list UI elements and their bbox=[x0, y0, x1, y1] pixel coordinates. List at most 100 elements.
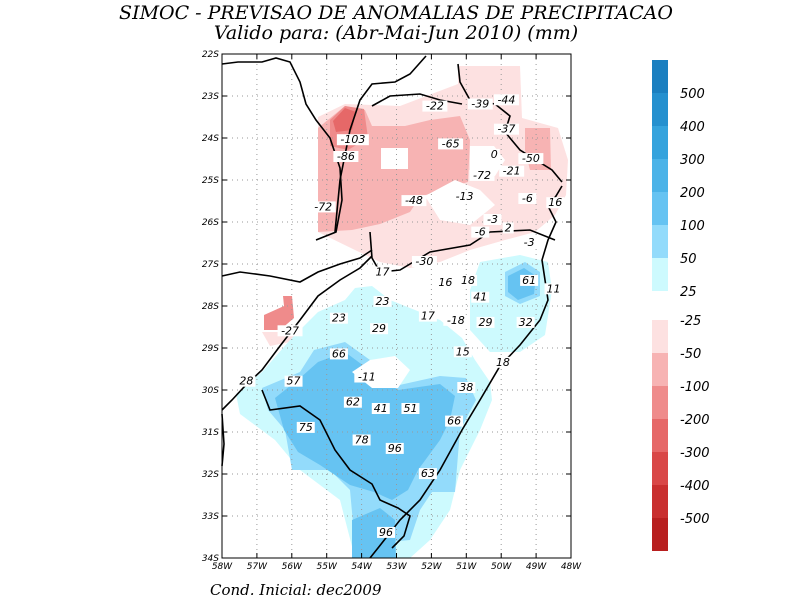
value-label-bg bbox=[520, 274, 539, 286]
value-label-bg bbox=[277, 325, 303, 337]
lon-tick-label: 49W bbox=[526, 562, 547, 572]
legend-label: -500 bbox=[680, 512, 710, 527]
value-label-bg bbox=[493, 94, 519, 106]
value-label-bg bbox=[476, 316, 495, 328]
value-label-bg bbox=[401, 403, 420, 414]
lon-tick-label: 57W bbox=[247, 562, 268, 572]
value-label-bg bbox=[457, 382, 476, 393]
value-label-bg bbox=[469, 169, 495, 181]
lat-tick-label: 27S bbox=[202, 260, 219, 270]
value-label: -86 bbox=[337, 150, 355, 163]
value-label: 28 bbox=[239, 375, 253, 388]
lon-tick-label: 51W bbox=[456, 562, 477, 572]
value-label: 78 bbox=[355, 434, 369, 447]
value-label-bg bbox=[329, 312, 348, 324]
color-legend: 500 400 300 200 100 50 25 -25 -50 -100 -200 -300 -40… bbox=[652, 60, 710, 551]
value-label: 23 bbox=[332, 312, 346, 325]
value-label: 32 bbox=[519, 316, 533, 329]
value-label-bg bbox=[518, 153, 544, 165]
value-label: 51 bbox=[403, 402, 417, 415]
value-label-bg bbox=[418, 468, 437, 480]
value-label: 29 bbox=[372, 322, 386, 335]
value-label: 66 bbox=[447, 415, 461, 428]
lat-tick-label: 33S bbox=[202, 512, 219, 522]
value-label: -48 bbox=[405, 194, 423, 207]
value-label: -11 bbox=[358, 371, 376, 384]
value-label-bg bbox=[296, 421, 315, 433]
lon-tick-label: 53W bbox=[386, 562, 407, 572]
value-label-bg bbox=[377, 526, 396, 538]
value-label: 18 bbox=[496, 356, 510, 369]
value-label: -18 bbox=[447, 314, 465, 327]
value-label-bg bbox=[352, 434, 371, 446]
legend-swatch bbox=[652, 353, 668, 386]
value-label: -103 bbox=[340, 133, 365, 146]
value-label: 38 bbox=[459, 381, 473, 394]
legend-swatch bbox=[652, 93, 668, 126]
value-label: -21 bbox=[503, 165, 521, 178]
lat-tick-label: 30S bbox=[202, 386, 219, 396]
legend-label: -300 bbox=[680, 446, 710, 461]
legend-label: -200 bbox=[680, 413, 710, 428]
lon-tick-label: 55W bbox=[317, 562, 338, 572]
value-label: 23 bbox=[376, 295, 390, 308]
legend-swatch bbox=[652, 126, 668, 159]
value-label: 63 bbox=[421, 467, 435, 480]
lon-tick-label: 56W bbox=[282, 562, 303, 572]
value-label: -39 bbox=[471, 98, 489, 111]
value-label: 75 bbox=[299, 421, 313, 434]
legend-label: -400 bbox=[680, 479, 710, 494]
lon-tick-label: 48W bbox=[561, 562, 582, 572]
value-label-bg bbox=[436, 277, 455, 288]
value-label-bg bbox=[354, 371, 380, 383]
political-boundaries bbox=[221, 55, 563, 559]
value-label-bg bbox=[422, 100, 448, 112]
lon-tick-label: 58W bbox=[212, 562, 233, 572]
lat-tick-label: 29S bbox=[202, 344, 219, 354]
value-label: -6 bbox=[475, 226, 486, 239]
rs-uruguay-border bbox=[261, 389, 411, 549]
anomaly-region-minus100-sw bbox=[264, 296, 294, 330]
neutral-patch bbox=[381, 148, 408, 169]
lon-tick-label: 52W bbox=[421, 562, 442, 572]
legend-label: -100 bbox=[680, 380, 710, 395]
value-label-bg bbox=[516, 316, 535, 328]
value-label: 15 bbox=[456, 345, 470, 358]
value-label-bg bbox=[546, 197, 565, 209]
legend-swatch bbox=[652, 518, 668, 551]
value-label: -22 bbox=[426, 100, 444, 113]
legend-label: 300 bbox=[680, 153, 705, 168]
value-label: -50 bbox=[522, 152, 540, 165]
lat-tick-label: 28S bbox=[202, 302, 219, 312]
value-label: 17 bbox=[421, 310, 435, 323]
value-label-bg bbox=[459, 274, 478, 286]
value-label: -30 bbox=[415, 255, 433, 268]
value-label-bg bbox=[370, 323, 389, 335]
lat-tick-label: 32S bbox=[202, 470, 219, 480]
lon-tick-label: 54W bbox=[351, 562, 372, 572]
value-label: -3 bbox=[487, 213, 498, 226]
value-label: -65 bbox=[442, 137, 460, 150]
value-label: 17 bbox=[376, 266, 390, 279]
map-subtitle: Valido para: (Abr-Mai-Jun 2010) (mm) bbox=[213, 22, 579, 44]
legend-swatch bbox=[652, 386, 668, 419]
value-label-bg bbox=[401, 195, 427, 207]
anomaly-fields bbox=[236, 66, 568, 558]
value-label-bg bbox=[452, 190, 478, 202]
legend-label: 25 bbox=[680, 285, 697, 300]
value-label: 96 bbox=[379, 526, 393, 539]
value-label-bg bbox=[371, 403, 390, 414]
lat-tick-label: 23S bbox=[202, 92, 219, 102]
value-label-bg bbox=[385, 442, 404, 454]
initial-condition-note: Cond. Inicial: dec2009 bbox=[210, 581, 382, 599]
legend-label: 500 bbox=[680, 87, 705, 102]
value-label-bg bbox=[445, 415, 464, 427]
legend-swatch bbox=[652, 60, 668, 93]
value-label: -27 bbox=[281, 324, 299, 337]
lon-tick-label: 50W bbox=[491, 562, 512, 572]
value-label: 16 bbox=[438, 276, 452, 289]
value-label-bg bbox=[471, 226, 490, 238]
anomaly-region-plus100-south bbox=[352, 508, 396, 558]
value-label: -13 bbox=[456, 190, 474, 203]
